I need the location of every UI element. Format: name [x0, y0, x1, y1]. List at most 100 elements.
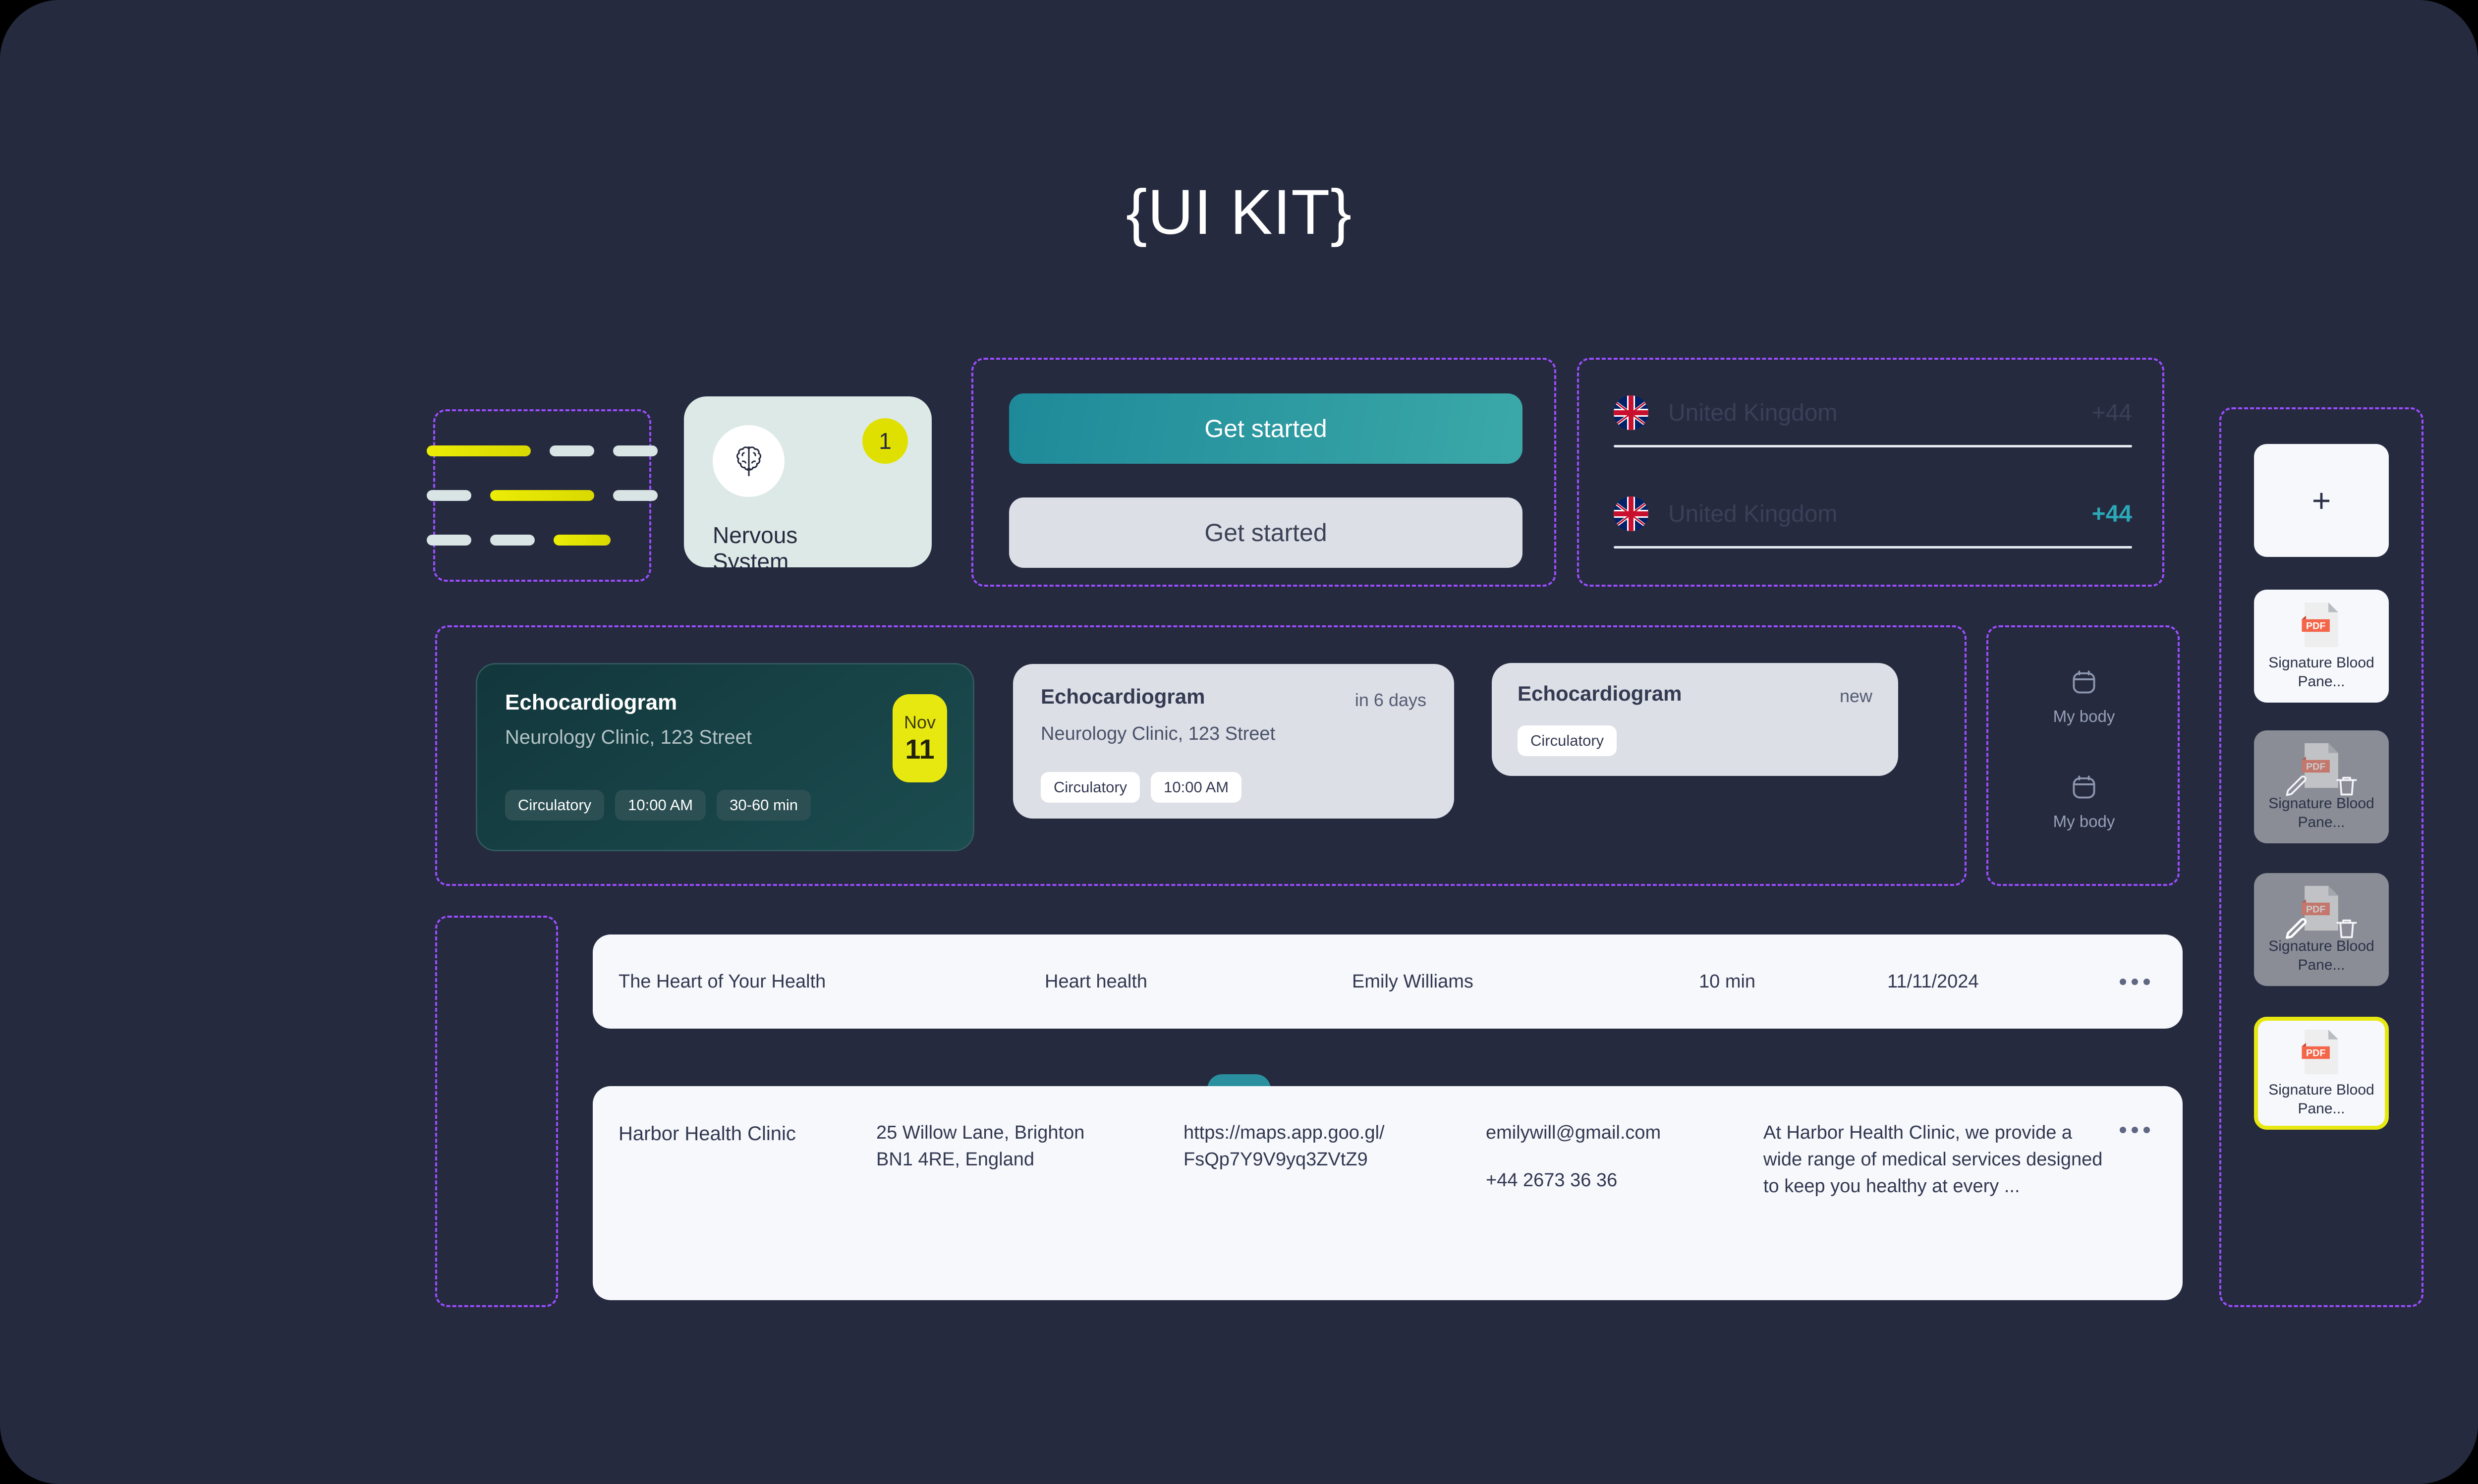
clinic-address: 25 Willow Lane, Brighton BN1 4RE, Englan…	[876, 1120, 1183, 1173]
progress-bar-segment	[427, 490, 471, 501]
date-badge-month: Nov	[903, 712, 936, 732]
pencil-icon[interactable]	[2282, 915, 2310, 945]
clinic-address-line2: BN1 4RE, England	[876, 1149, 1034, 1170]
file-name: Signature Blood Pane...	[2268, 937, 2374, 973]
page-title: {UI KIT}	[1126, 177, 1352, 248]
clinic-map-link[interactable]: https://maps.app.goo.gl/ FsQp7Y9V9yq3ZVt…	[1183, 1120, 1486, 1173]
more-horizontal-icon[interactable]	[2113, 1120, 2157, 1140]
organ-badge-value: 1	[879, 428, 892, 454]
appointment-chip: Circulatory	[1041, 772, 1140, 803]
file-card-hover[interactable]: PDF Signature Blood Pane...	[2254, 873, 2389, 986]
appointment-chip-group: Circulatory 10:00 AM 30-60 min	[505, 790, 811, 821]
svg-text:PDF: PDF	[2306, 1047, 2326, 1058]
file-name: Signature Blood Pane...	[2268, 654, 2374, 690]
progress-bar-row	[427, 490, 658, 501]
appointment-location: Neurology Clinic, 123 Street	[505, 726, 752, 748]
file-card-actions	[2254, 873, 2389, 986]
appointment-countdown: in 6 days	[1354, 690, 1426, 710]
appointment-chip-group: Circulatory 10:00 AM	[1041, 772, 1242, 803]
more-horizontal-icon[interactable]	[2113, 972, 2157, 992]
clinic-email[interactable]: emilywill@gmail.com	[1486, 1122, 1661, 1143]
clinic-list-row[interactable]: Harbor Health Clinic 25 Willow Lane, Bri…	[593, 1086, 2183, 1300]
get-started-ghost-button[interactable]: Get started	[1009, 497, 1522, 568]
field-underline	[1614, 445, 2132, 447]
pdf-file-icon: PDF	[2299, 884, 2344, 932]
svg-text:PDF: PDF	[2306, 620, 2326, 631]
pdf-file-icon: PDF	[2299, 601, 2344, 649]
article-title: The Heart of Your Health	[619, 971, 826, 992]
progress-bar-group	[427, 445, 658, 546]
svg-text:PDF: PDF	[2306, 761, 2326, 772]
file-card-hover[interactable]: PDF Signature Blood Pane...	[2254, 730, 2389, 843]
appointment-chip: Circulatory	[505, 790, 605, 821]
pdf-file-icon: PDF	[2299, 1028, 2344, 1076]
article-list-row[interactable]: The Heart of Your Health Heart health Em…	[593, 934, 2183, 1029]
organ-card-nervous-system[interactable]: 1 Nervous System	[684, 396, 932, 574]
brain-icon	[713, 425, 785, 497]
organ-card-label: Nervous System	[713, 522, 798, 575]
spec-box-buttons: Get started Get started	[971, 358, 1556, 587]
appointment-chip: Circulatory	[1518, 725, 1617, 756]
country-name-input[interactable]: United Kingdom	[1668, 500, 1838, 527]
file-card-actions	[2254, 730, 2389, 843]
progress-bar-row	[427, 535, 658, 546]
file-card-selected[interactable]: PDF Signature Blood Pane...	[2254, 1017, 2389, 1130]
calendar-icon	[2070, 773, 2098, 804]
appointment-card-light[interactable]: Echocardiogram in 6 days Neurology Clini…	[1013, 664, 1454, 819]
progress-bar-segment	[554, 535, 611, 546]
trash-icon[interactable]	[2333, 915, 2361, 945]
trash-icon[interactable]	[2333, 772, 2361, 802]
appointment-title: Echocardiogram	[505, 690, 677, 715]
appointment-status-badge: new	[1839, 686, 1872, 706]
file-name: Signature Blood Pane...	[2268, 1081, 2374, 1117]
clinic-contact: emilywill@gmail.com +44 2673 36 36	[1486, 1120, 1763, 1194]
field-underline	[1614, 546, 2132, 549]
uk-flag-icon	[1614, 496, 1648, 531]
appointment-chip-group: Circulatory	[1518, 725, 1617, 756]
appointment-location: Neurology Clinic, 123 Street	[1041, 723, 1276, 744]
country-phone-field[interactable]: United Kingdom +44	[1614, 385, 2132, 447]
mybody-label: My body	[2053, 812, 2115, 830]
spec-box-phone-fields: United Kingdom +44 United Kingdom +44	[1577, 358, 2164, 587]
appointment-card-dark[interactable]: Echocardiogram Neurology Clinic, 123 Str…	[476, 663, 974, 851]
spec-box-appointments	[435, 625, 1967, 886]
clinic-phone[interactable]: +44 2673 36 36	[1486, 1169, 1618, 1191]
pdf-file-icon: PDF	[2299, 742, 2344, 789]
appointment-chip: 10:00 AM	[1151, 772, 1242, 803]
dial-code-value: +44	[2091, 500, 2132, 527]
spec-box-progress-bars	[427, 409, 658, 582]
plus-icon: +	[2311, 482, 2331, 519]
uk-flag-icon	[1614, 395, 1648, 430]
article-date: 11/11/2024	[1887, 971, 1979, 992]
get-started-primary-button[interactable]: Get started	[1009, 393, 1522, 464]
spec-box-date-badges	[435, 916, 558, 1307]
file-name: Signature Blood Pane...	[2268, 795, 2374, 830]
add-file-card[interactable]: +	[2254, 444, 2389, 557]
appointment-title: Echocardiogram	[1518, 682, 1682, 705]
clinic-description: At Harbor Health Clinic, we provide a wi…	[1763, 1122, 2103, 1197]
mybody-nav-item[interactable]: My body	[2037, 668, 2131, 726]
article-read-time: 10 min	[1699, 971, 1756, 992]
progress-bar-segment	[613, 445, 658, 456]
clinic-name: Harbor Health Clinic	[619, 1123, 796, 1145]
progress-bar-segment	[490, 535, 535, 546]
country-phone-field[interactable]: United Kingdom +44	[1614, 487, 2132, 549]
progress-bar-segment	[427, 535, 471, 546]
file-card[interactable]: PDF Signature Blood Pane...	[2254, 590, 2389, 703]
appointment-chip: 10:00 AM	[615, 790, 706, 821]
article-category: Heart health	[1045, 971, 1148, 992]
country-name-input[interactable]: United Kingdom	[1668, 399, 1838, 426]
svg-text:PDF: PDF	[2306, 904, 2326, 915]
dial-code-value: +44	[2091, 399, 2132, 426]
appointment-title: Echocardiogram	[1041, 685, 1205, 708]
spec-box-mybody	[1986, 625, 2180, 886]
progress-bar-segment	[613, 490, 658, 501]
mybody-nav-item[interactable]: My body	[2037, 773, 2131, 831]
clinic-address-line1: 25 Willow Lane, Brighton	[876, 1122, 1085, 1143]
appointment-chip: 30-60 min	[717, 790, 811, 821]
appointment-card-mini[interactable]: Echocardiogram new Circulatory	[1492, 663, 1898, 776]
calendar-icon	[2070, 668, 2098, 699]
pencil-icon[interactable]	[2282, 772, 2310, 802]
progress-bar-segment	[550, 445, 594, 456]
